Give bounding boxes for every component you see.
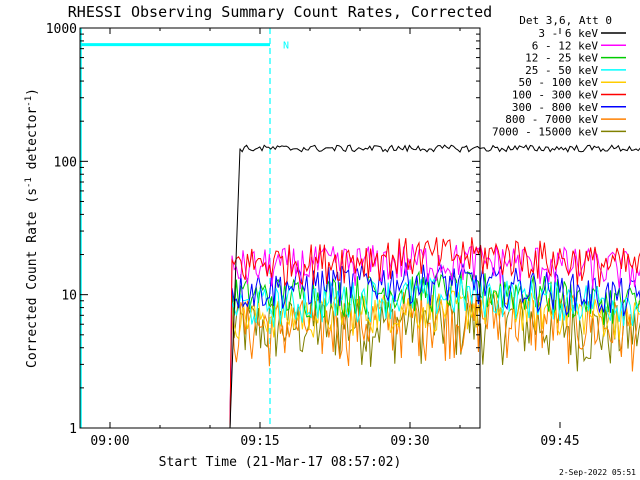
y-axis: 1 10 100 1000: [46, 22, 480, 437]
legend-label: 100 - 300 keV: [512, 89, 598, 102]
x-tick-label: 09:00: [90, 434, 129, 449]
x-tick-label: 09:45: [540, 434, 579, 449]
legend-label: 300 - 800 keV: [512, 101, 598, 114]
series-line: [229, 289, 640, 429]
legend-label: 3 - 6 keV: [538, 27, 598, 40]
x-tick-label: 09:15: [240, 434, 279, 449]
y-axis-label-part: -1: [24, 177, 34, 188]
x-axis-label: Start Time (21-Mar-17 08:57:02): [159, 455, 402, 470]
cyan-marker-label: N: [283, 41, 289, 52]
series-line: [229, 262, 640, 429]
y-tick-label: 1000: [46, 22, 77, 37]
legend-label: 7000 - 15000 keV: [492, 125, 598, 138]
y-tick-label: 10: [61, 289, 77, 304]
y-axis-label-part: detector: [25, 107, 40, 178]
legend-label: 800 - 7000 keV: [505, 113, 598, 126]
series-line: [229, 237, 640, 429]
y-axis-label: Corrected Count Rate (s-1 detector-1): [24, 88, 40, 368]
series-line: [229, 144, 640, 429]
y-axis-label-part: -1: [24, 96, 34, 107]
y-axis-label-part: ): [25, 88, 40, 96]
chart-title: RHESSI Observing Summary Count Rates, Co…: [68, 3, 492, 21]
legend-label: 6 - 12 keV: [532, 39, 599, 52]
legend-label: 25 - 50 keV: [525, 64, 598, 77]
legend-header: Det 3,6, Att 0: [519, 14, 612, 27]
y-axis-label-part: Corrected Count Rate (s: [25, 188, 40, 368]
y-tick-label: 100: [54, 155, 77, 170]
series-line: [229, 276, 640, 429]
y-tick-label: 1: [69, 422, 77, 437]
series-line: [229, 294, 640, 429]
x-tick-label: 09:30: [390, 434, 429, 449]
plot-area: N: [80, 28, 640, 429]
legend-label: 12 - 25 keV: [525, 52, 598, 65]
plot-frame: [79, 27, 481, 429]
series-line: [229, 290, 640, 429]
footer-date: 2-Sep-2022 05:51: [559, 468, 636, 477]
legend-label: 50 - 100 keV: [519, 76, 599, 89]
